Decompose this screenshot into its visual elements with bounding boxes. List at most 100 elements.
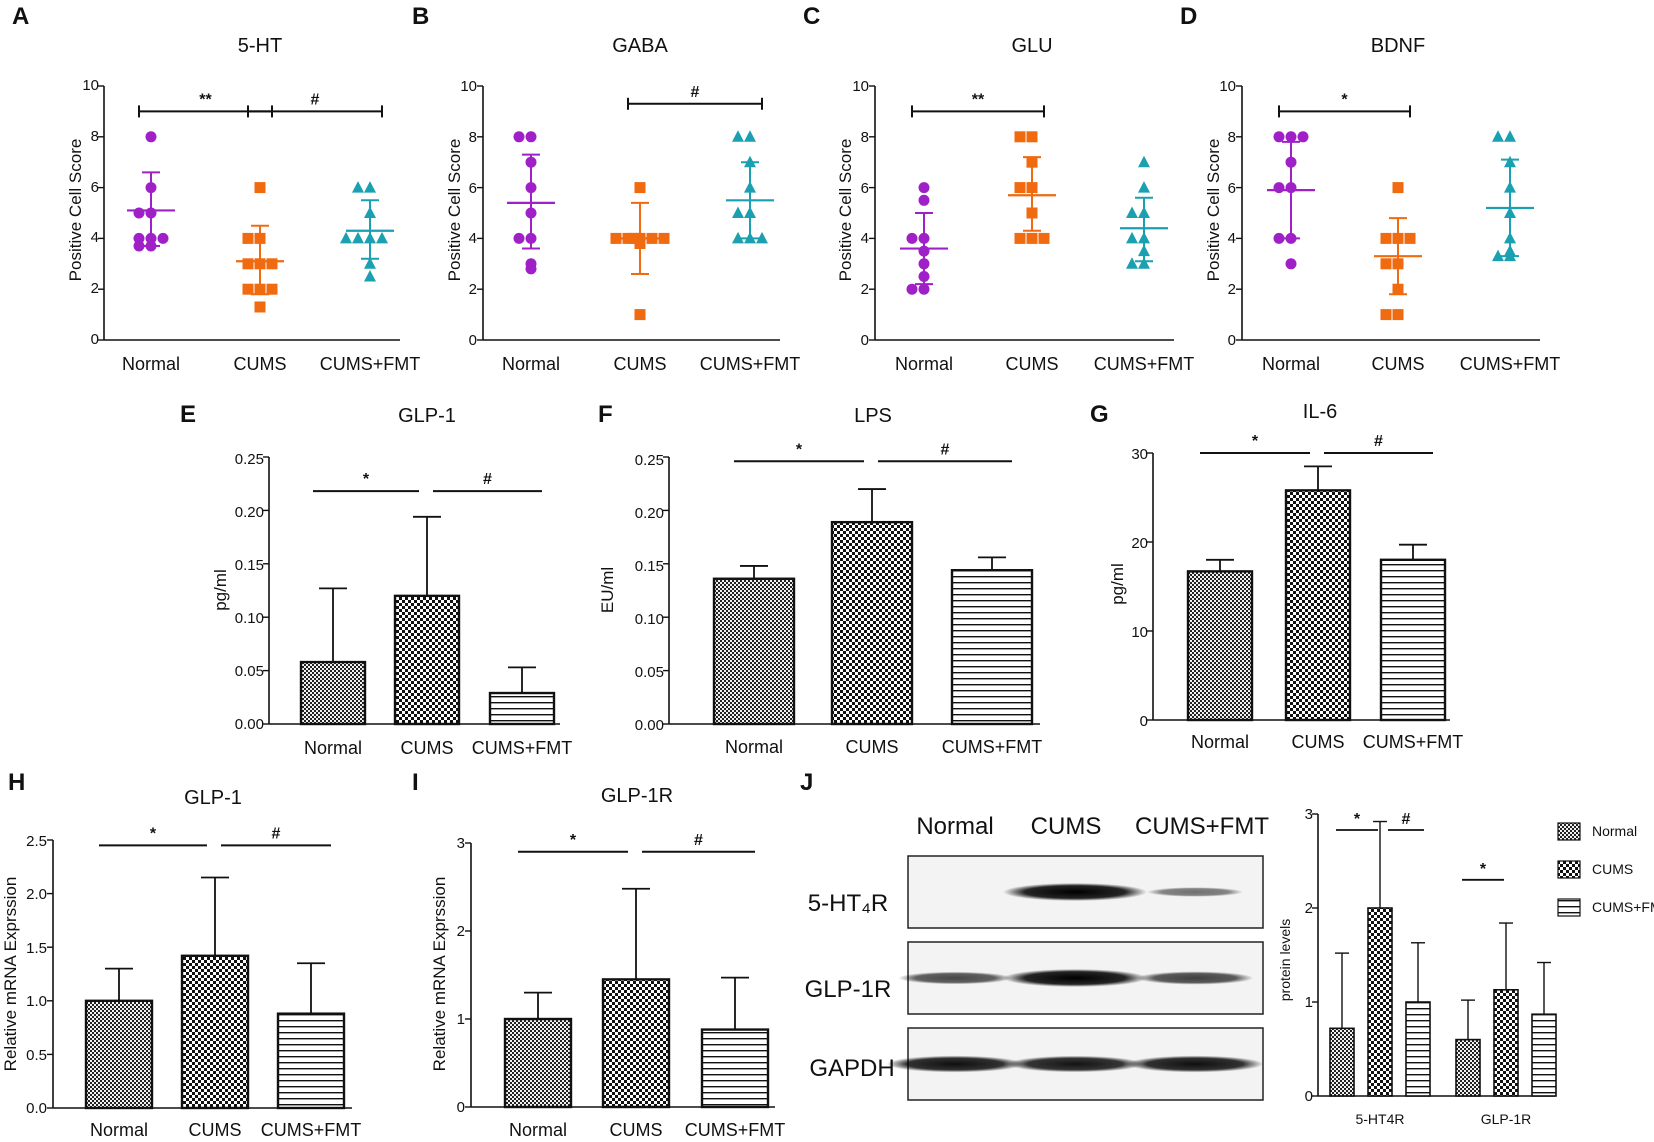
data-point — [254, 258, 266, 270]
panel-c: C GLU Positive Cell Score 0 2 4 6 8 10 N… — [803, 3, 1194, 374]
x-label-cums-fmt: CUMS+FMT — [1094, 354, 1195, 374]
data-point — [1273, 182, 1285, 194]
x-label-normal: Normal — [725, 737, 783, 757]
data-point — [918, 194, 930, 206]
x-label-cums: CUMS — [1372, 354, 1425, 374]
x-label-normal: Normal — [304, 738, 362, 758]
x-label-cums: CUMS — [1006, 354, 1059, 374]
data-point — [513, 131, 525, 143]
x-label-cums: CUMS — [846, 737, 899, 757]
data-point — [1138, 244, 1150, 257]
data-point — [918, 271, 930, 282]
y-axis-label-c: Positive Cell Score — [836, 139, 855, 282]
x-label-5-ht4r: 5-HT4R — [1355, 1111, 1404, 1127]
data-point — [732, 231, 744, 244]
data-point — [906, 283, 918, 295]
y-tick: 0.20 — [235, 504, 264, 521]
bar-cums — [830, 520, 914, 726]
panel-label-g: G — [1090, 401, 1109, 428]
data-point — [1504, 249, 1516, 262]
data-point — [1126, 257, 1138, 269]
data-point — [1285, 232, 1297, 244]
y-tick: 0 — [457, 1099, 465, 1116]
y-tick: 2 — [457, 923, 465, 940]
y-axis-label-j: protein levels — [1277, 919, 1293, 1002]
data-point — [628, 232, 640, 244]
significance-label: * — [1480, 861, 1487, 878]
data-point — [1014, 182, 1026, 194]
panel-label-d: D — [1180, 3, 1197, 30]
y-tick: 6 — [861, 180, 869, 197]
x-label-normal: Normal — [1262, 354, 1320, 374]
data-point — [1138, 206, 1150, 218]
data-point — [622, 232, 634, 244]
y-tick: 2.5 — [26, 833, 47, 850]
y-tick: 1 — [457, 1011, 465, 1028]
data-point — [242, 283, 254, 295]
data-point — [1380, 309, 1392, 321]
data-point — [133, 240, 145, 252]
data-point — [145, 182, 157, 194]
blot-band — [1146, 887, 1244, 897]
data-point — [918, 283, 930, 295]
y-tick: 8 — [469, 129, 477, 146]
y-tick: 20 — [1131, 535, 1148, 552]
significance-label: # — [941, 441, 950, 458]
blot-row-label: GLP-1R — [805, 976, 892, 1003]
y-tick: 0 — [1305, 1088, 1313, 1105]
y-tick: 10 — [852, 78, 869, 95]
data-point — [525, 232, 537, 244]
data-point — [1138, 155, 1150, 168]
data-point — [646, 232, 658, 244]
x-label-cums: CUMS — [401, 738, 454, 758]
y-ticks-f: 0.00 0.05 0.10 0.15 0.20 0.25 — [635, 452, 664, 734]
panel-title-d: BDNF — [1371, 35, 1425, 57]
y-tick: 4 — [91, 229, 99, 246]
data-point — [732, 130, 744, 142]
y-tick: 10 — [82, 77, 99, 94]
data-point — [744, 181, 756, 193]
data-point — [376, 231, 388, 244]
panel-g: G IL-6 pg/ml 0 10 20 30 Normal CUMS CUMS… — [1090, 401, 1463, 752]
y-tick: 8 — [91, 128, 99, 145]
data-point — [634, 237, 646, 249]
significance-label: * — [1252, 433, 1259, 450]
data-point — [1404, 232, 1416, 244]
x-label-normal: Normal — [1191, 732, 1249, 752]
legend-swatch-cums-fmt — [1557, 898, 1581, 917]
x-label-cums: CUMS — [189, 1120, 242, 1140]
y-tick: 8 — [861, 129, 869, 146]
y-tick: 6 — [469, 180, 477, 197]
bar-normal — [1329, 1027, 1355, 1097]
y-tick: 2 — [91, 280, 99, 297]
data-point — [744, 206, 756, 218]
data-point — [1492, 130, 1504, 142]
y-ticks-j: 0 1 2 3 — [1305, 806, 1313, 1105]
data-point — [145, 232, 157, 244]
bar-cums-fmt — [276, 1012, 346, 1110]
blot-row-label: 5-HT₄R — [808, 890, 888, 917]
y-ticks-c: 0 2 4 6 8 10 — [852, 78, 869, 349]
data-point — [906, 232, 918, 244]
data-point — [145, 240, 157, 252]
data-point — [364, 206, 376, 218]
y-tick: 3 — [457, 835, 465, 852]
blot-band — [898, 971, 1012, 985]
significance-label: # — [483, 471, 492, 488]
data-point — [1492, 249, 1504, 262]
data-point — [1026, 207, 1038, 219]
y-tick: 6 — [91, 179, 99, 196]
x-label-cums-fmt: CUMS+FMT — [472, 738, 573, 758]
significance-label: * — [1354, 811, 1361, 828]
data-point — [1285, 156, 1297, 168]
y-axis-label-i: Relative mRNA Exprssion — [430, 877, 449, 1072]
panel-j: J Normal CUMS CUMS+FMT 5-HT₄R GLP-1R GAP… — [800, 769, 1654, 1127]
y-tick: 0.00 — [235, 716, 264, 733]
data-point — [525, 131, 537, 143]
y-tick: 0.15 — [235, 557, 264, 574]
data-point — [610, 232, 622, 244]
x-label-cums: CUMS — [610, 1120, 663, 1140]
y-ticks-i: 0 1 2 3 — [457, 835, 465, 1116]
significance-label: # — [311, 91, 320, 108]
significance-label: # — [691, 84, 700, 101]
